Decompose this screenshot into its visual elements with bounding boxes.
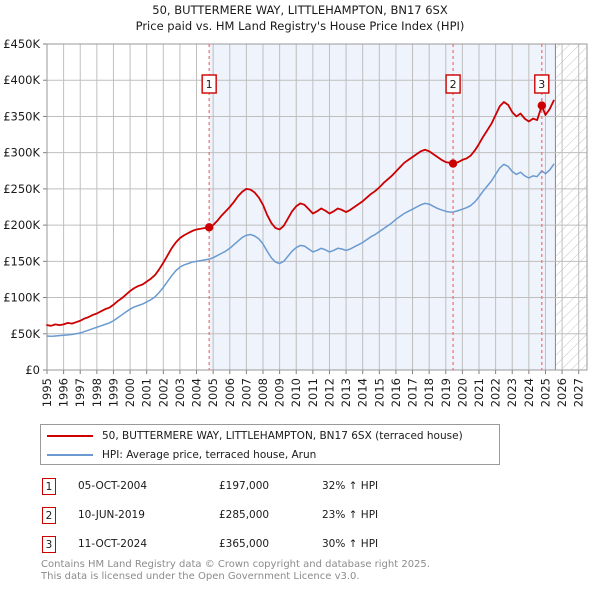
price-chart: £0 £50K £100K £150K £200K £250K £300K £350K £400… (3, 37, 588, 407)
legend-item-hpi: HPI: Average price, terraced house, Arun (47, 445, 499, 464)
page-title: 50, BUTTERMERE WAY, LITTLEHAMPTON, BN17 … (0, 2, 600, 34)
svg-text:2024: 2024 (522, 378, 536, 407)
marker-badge-3[interactable]: 3 (42, 535, 56, 553)
txn-price-2: £285,000 (219, 509, 270, 521)
table-row: 2 10-JUN-2019 £285,000 23% ↑ HPI (42, 505, 562, 525)
svg-text:3: 3 (538, 78, 545, 91)
svg-text:2021: 2021 (472, 378, 486, 407)
legend-item-property: 50, BUTTERMERE WAY, LITTLEHAMPTON, BN17 … (47, 426, 499, 445)
txn-delta-3: 30% ↑ HPI (322, 538, 379, 550)
svg-text:2006: 2006 (223, 378, 237, 407)
svg-text:2013: 2013 (339, 378, 353, 407)
svg-text:2000: 2000 (123, 378, 137, 407)
txn-date-3: 11-OCT-2024 (78, 538, 147, 550)
svg-text:2015: 2015 (372, 378, 386, 407)
svg-text:£100K: £100K (3, 291, 40, 305)
txn-price-3: £365,000 (219, 538, 270, 550)
svg-text:2001: 2001 (140, 378, 154, 407)
svg-text:2019: 2019 (439, 378, 453, 407)
svg-text:2004: 2004 (190, 378, 204, 407)
footer-line-2: This data is licensed under the Open Gov… (41, 571, 360, 582)
svg-text:2010: 2010 (289, 378, 303, 407)
svg-text:2016: 2016 (389, 378, 403, 407)
title-address: 50, BUTTERMERE WAY, LITTLEHAMPTON, BN17 … (152, 3, 448, 17)
svg-text:£50K: £50K (11, 327, 41, 341)
svg-text:£350K: £350K (3, 109, 40, 123)
chart-legend: 50, BUTTERMERE WAY, LITTLEHAMPTON, BN17 … (40, 424, 500, 465)
svg-text:1998: 1998 (90, 378, 104, 407)
svg-text:£200K: £200K (3, 218, 40, 232)
svg-text:£400K: £400K (3, 73, 40, 87)
svg-text:2009: 2009 (273, 378, 287, 407)
svg-text:£150K: £150K (3, 254, 40, 268)
footer-attribution: Contains HM Land Registry data © Crown c… (41, 559, 581, 583)
svg-text:2020: 2020 (455, 378, 469, 407)
legend-label-hpi: HPI: Average price, terraced house, Arun (102, 448, 317, 461)
svg-text:1996: 1996 (57, 378, 71, 407)
svg-text:2: 2 (450, 78, 457, 91)
svg-text:2027: 2027 (572, 378, 586, 407)
marker-badge-1[interactable]: 1 (42, 477, 56, 495)
txn-delta-2: 23% ↑ HPI (322, 509, 379, 521)
svg-text:1: 1 (206, 78, 213, 91)
svg-text:2018: 2018 (422, 378, 436, 407)
svg-text:£0: £0 (25, 363, 40, 377)
svg-text:2002: 2002 (156, 378, 170, 407)
svg-text:2023: 2023 (505, 378, 519, 407)
txn-date-1: 05-OCT-2004 (78, 480, 147, 492)
legend-swatch-property (47, 434, 93, 437)
marker-badge-2[interactable]: 2 (42, 506, 56, 524)
legend-swatch-hpi (47, 453, 93, 456)
svg-text:£450K: £450K (3, 37, 40, 51)
txn-date-2: 10-JUN-2019 (78, 509, 145, 521)
svg-text:2025: 2025 (538, 378, 552, 407)
svg-text:2008: 2008 (256, 378, 270, 407)
svg-text:2026: 2026 (555, 378, 569, 407)
table-row: 3 11-OCT-2024 £365,000 30% ↑ HPI (42, 534, 562, 554)
svg-text:2011: 2011 (306, 378, 320, 407)
txn-delta-1: 32% ↑ HPI (322, 480, 379, 492)
table-row: 1 05-OCT-2004 £197,000 32% ↑ HPI (42, 476, 562, 496)
svg-text:2017: 2017 (406, 378, 420, 407)
svg-text:1999: 1999 (106, 378, 120, 407)
svg-text:2007: 2007 (239, 378, 253, 407)
svg-text:£300K: £300K (3, 146, 40, 160)
svg-text:2022: 2022 (489, 378, 503, 407)
txn-price-1: £197,000 (219, 480, 270, 492)
svg-text:1997: 1997 (73, 378, 87, 407)
svg-text:2012: 2012 (322, 378, 336, 407)
svg-text:£250K: £250K (3, 182, 40, 196)
svg-text:2005: 2005 (206, 378, 220, 407)
svg-text:1995: 1995 (40, 378, 54, 407)
legend-label-property: 50, BUTTERMERE WAY, LITTLEHAMPTON, BN17 … (102, 429, 463, 442)
title-subtitle: Price paid vs. HM Land Registry's House … (135, 19, 465, 33)
footer-line-1: Contains HM Land Registry data © Crown c… (41, 559, 430, 570)
svg-text:2014: 2014 (356, 378, 370, 407)
svg-text:2003: 2003 (173, 378, 187, 407)
